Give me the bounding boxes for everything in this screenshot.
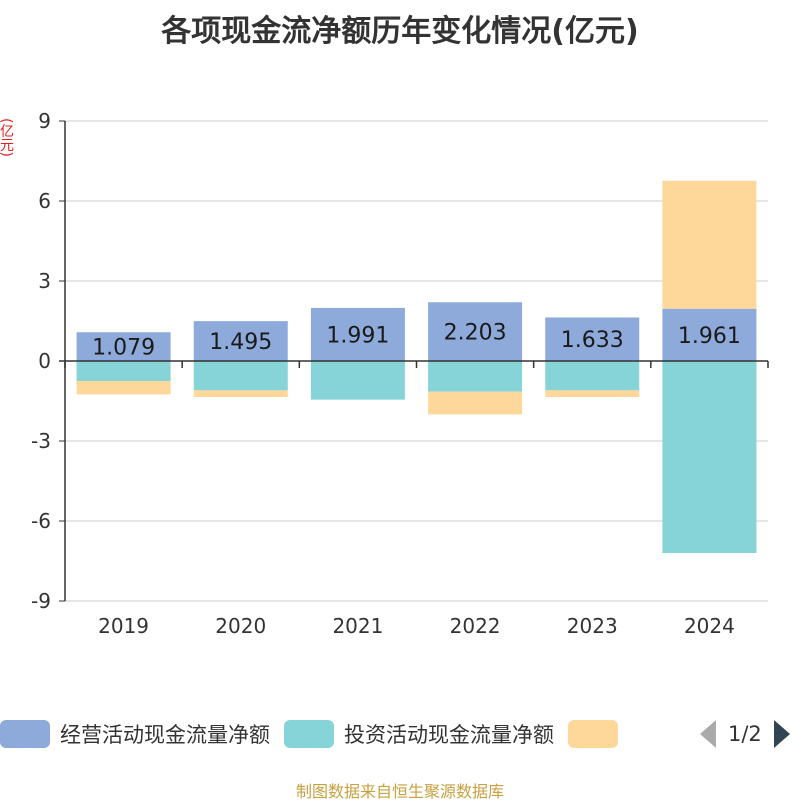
- legend-item-operating[interactable]: 经营活动现金流量净额: [0, 719, 270, 749]
- legend-swatch: [284, 720, 334, 748]
- legend-item-investing[interactable]: 投资活动现金流量净额: [284, 719, 554, 749]
- bar-2020-series-0: [193, 321, 288, 361]
- bar-2020-series-1: [193, 361, 288, 391]
- bar-2022-series-2: [428, 391, 523, 415]
- y-axis-unit: (亿元): [0, 118, 14, 157]
- bar-value-label: 2.203: [444, 321, 507, 346]
- bar-2023-series-1: [545, 361, 640, 391]
- x-tick-label: 2024: [684, 614, 735, 638]
- grid-lines: [65, 120, 768, 602]
- y-tick-label: 6: [38, 189, 51, 213]
- legend: 经营活动现金流量净额 投资活动现金流量净额: [0, 716, 642, 752]
- x-tick-label: 2023: [567, 614, 618, 638]
- legend-pager: 1/2: [700, 716, 790, 752]
- labels: 1.079 1.495 1.991 2.203 1.633 1.961: [92, 321, 741, 361]
- legend-swatch: [568, 720, 618, 748]
- x-tick-label: 2021: [332, 614, 383, 638]
- y-tick-label: -6: [31, 509, 51, 533]
- bar-value-label: 1.633: [561, 328, 624, 353]
- legend-swatch: [0, 720, 50, 748]
- bar-2022-series-0: [428, 302, 523, 361]
- data-source-footer: 制图数据来自恒生聚源数据库: [295, 782, 504, 801]
- bar-2019-series-1: [76, 361, 171, 381]
- y-tick-label: 3: [38, 269, 51, 293]
- x-tick-label: 2022: [450, 614, 501, 638]
- bar-2019-series-0: [76, 332, 171, 361]
- next-page-icon[interactable]: [773, 720, 790, 748]
- bar-2020-series-2: [193, 390, 288, 397]
- bar-2019-series-2: [76, 381, 171, 395]
- x-tick-label: 2019: [98, 614, 149, 638]
- bar-value-label: 1.991: [326, 323, 389, 348]
- bar-2023-series-2: [545, 390, 640, 397]
- y-tick-label: 9: [38, 109, 51, 133]
- bar-2023-series-0: [545, 317, 640, 361]
- y-tick-label: -3: [31, 429, 51, 453]
- bar-2024-series-0: [662, 308, 757, 361]
- chart-title: 各项现金流净额历年变化情况(亿元): [161, 14, 639, 49]
- bar-2024-series-2: [662, 180, 757, 309]
- bar-value-label: 1.961: [678, 324, 741, 349]
- legend-item-third[interactable]: [568, 720, 628, 748]
- legend-label: 投资活动现金流量净额: [344, 723, 554, 747]
- x-tick-label: 2020: [215, 614, 266, 638]
- bar-2022-series-1: [428, 361, 523, 392]
- bar-2024-series-1: [662, 361, 757, 553]
- bar-value-label: 1.079: [92, 336, 155, 361]
- bar-2021-series-0: [310, 307, 405, 361]
- bars: [76, 180, 757, 553]
- axes: 9 6 3 0 -3 -6 -9 2019 2020 2021 2022 2023 2024: [31, 109, 769, 638]
- bar-2021-series-1: [310, 361, 405, 400]
- legend-page-indicator: 1/2: [728, 722, 762, 746]
- bar-value-label: 1.495: [209, 330, 272, 355]
- prev-page-icon[interactable]: [700, 720, 716, 748]
- y-tick-label: -9: [31, 589, 51, 613]
- y-tick-label: 0: [38, 349, 51, 373]
- legend-label: 经营活动现金流量净额: [60, 723, 270, 747]
